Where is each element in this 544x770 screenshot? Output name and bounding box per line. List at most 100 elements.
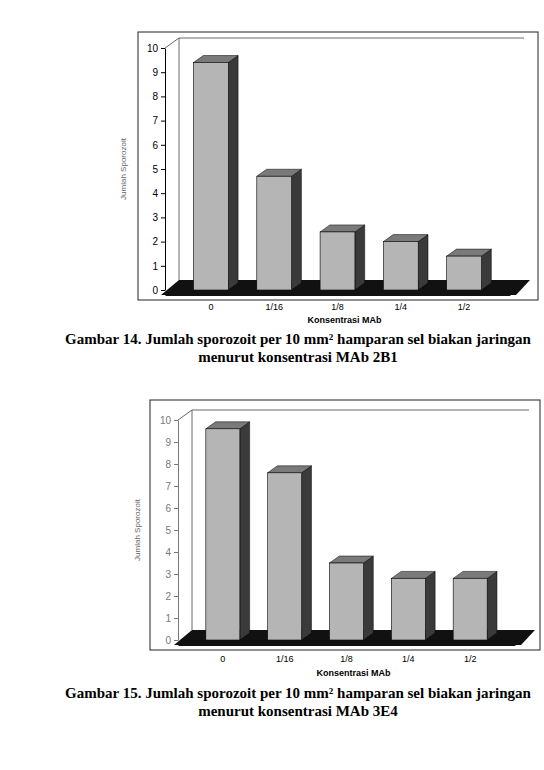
chart: 01234567891001/161/81/41/2Jumlah Sporozo… — [65, 32, 538, 365]
x-tick-label: 1/2 — [458, 302, 471, 312]
y-tick-label: 8 — [152, 91, 158, 102]
y-tick-label: 3 — [152, 212, 158, 223]
y-tick-mark — [161, 169, 165, 170]
y-tick: 7 — [165, 481, 178, 492]
x-axis-title: Konsentrasi MAb — [307, 315, 382, 325]
x-tick-label: 0 — [220, 654, 225, 664]
x-tick-label: 0 — [208, 302, 213, 312]
bar-group — [193, 56, 238, 290]
y-tick: 2 — [165, 591, 178, 602]
bar — [193, 63, 228, 290]
bar-side — [418, 235, 428, 290]
y-axis: 0 1 2 3 4 5 6 7 8 9 10 — [147, 43, 166, 296]
x-tick: 1/2 — [464, 645, 477, 664]
x-tick: 1/16 — [265, 295, 283, 312]
y-tick-label: 1 — [165, 613, 171, 624]
y-tick-mark — [161, 145, 165, 146]
x-tick: 1/4 — [402, 645, 415, 664]
y-tick: 4 — [165, 547, 178, 558]
bar — [268, 473, 302, 640]
y-tick-label: 7 — [152, 115, 158, 126]
y-tick-mark — [161, 242, 165, 243]
y-tick-label: 4 — [165, 547, 171, 558]
x-tick-label: 1/8 — [340, 654, 353, 664]
bar — [329, 563, 363, 640]
x-axis-title: Konsentrasi MAb — [316, 668, 391, 678]
y-tick-mark — [161, 217, 165, 218]
y-tick-label: 1 — [152, 261, 158, 272]
bar-group — [383, 235, 428, 290]
bar — [453, 578, 487, 640]
y-tick: 5 — [152, 164, 165, 175]
x-tick: 0 — [208, 295, 213, 312]
bar — [383, 242, 418, 290]
x-tick-label: 1/16 — [276, 654, 294, 664]
bar-top — [383, 235, 428, 242]
y-tick-mark — [161, 48, 165, 49]
y-tick: 10 — [147, 43, 165, 54]
y-tick-label: 4 — [152, 188, 158, 199]
y-tick: 6 — [152, 140, 165, 151]
y-tick: 0 — [165, 635, 178, 646]
x-axis-line — [166, 295, 511, 296]
bar-group — [206, 422, 250, 640]
x-tick-label: 1/8 — [331, 302, 344, 312]
bar-top — [257, 169, 302, 176]
bar — [320, 232, 355, 290]
x-tick: 0 — [220, 645, 225, 664]
y-tick: 8 — [165, 459, 178, 470]
y-tick-label: 5 — [152, 164, 158, 175]
y-tick-label: 9 — [165, 437, 171, 448]
bar — [257, 176, 292, 290]
y-tick-label: 3 — [165, 569, 171, 580]
y-tick-mark — [174, 596, 178, 597]
y-tick-label: 9 — [152, 67, 158, 78]
bar-side — [487, 571, 497, 640]
bar-group — [447, 249, 492, 290]
bar-side — [292, 169, 302, 290]
y-axis-line — [178, 421, 179, 641]
bar — [206, 429, 240, 640]
y-tick-mark — [161, 96, 165, 97]
x-tick-label: 1/16 — [265, 302, 283, 312]
x-axis-line — [179, 645, 516, 646]
bar-top — [268, 466, 312, 473]
y-tick: 2 — [152, 236, 165, 247]
bar-top — [206, 422, 250, 429]
bar-group — [257, 169, 302, 290]
y-tick-mark — [174, 574, 178, 575]
bar-top — [320, 225, 365, 232]
bar — [447, 256, 482, 290]
y-tick-mark — [161, 266, 165, 267]
y-tick: 0 — [152, 285, 165, 296]
bar-side — [425, 571, 435, 640]
bar-top — [447, 249, 492, 256]
bar-top — [193, 56, 238, 63]
bar-side — [302, 466, 312, 640]
bar-side — [228, 56, 238, 290]
bar-group — [391, 571, 435, 640]
y-tick-label: 2 — [165, 591, 171, 602]
y-tick-mark — [174, 618, 178, 619]
y-tick-mark — [174, 552, 178, 553]
y-tick: 7 — [152, 115, 165, 126]
y-tick-mark — [174, 442, 178, 443]
y-tick: 1 — [152, 261, 165, 272]
bar-side — [355, 225, 365, 290]
y-tick-label: 0 — [165, 635, 171, 646]
y-tick-mark — [161, 72, 165, 73]
bar-side — [240, 422, 250, 640]
y-tick-mark — [161, 193, 165, 194]
y-tick: 3 — [165, 569, 178, 580]
x-tick: 1/8 — [331, 295, 344, 312]
chart: 01234567891001/161/81/41/2Jumlah Sporozo… — [65, 400, 540, 719]
x-tick-label: 1/2 — [464, 654, 477, 664]
y-axis: 012345678910 — [160, 415, 179, 646]
y-tick: 8 — [152, 91, 165, 102]
y-tick-label: 10 — [160, 415, 172, 426]
bar-top — [391, 571, 435, 578]
y-tick-label: 10 — [147, 43, 159, 54]
bar-top — [453, 571, 497, 578]
y-tick-label: 8 — [165, 459, 171, 470]
y-axis-title: Jumlah Sporozoit — [133, 498, 142, 561]
